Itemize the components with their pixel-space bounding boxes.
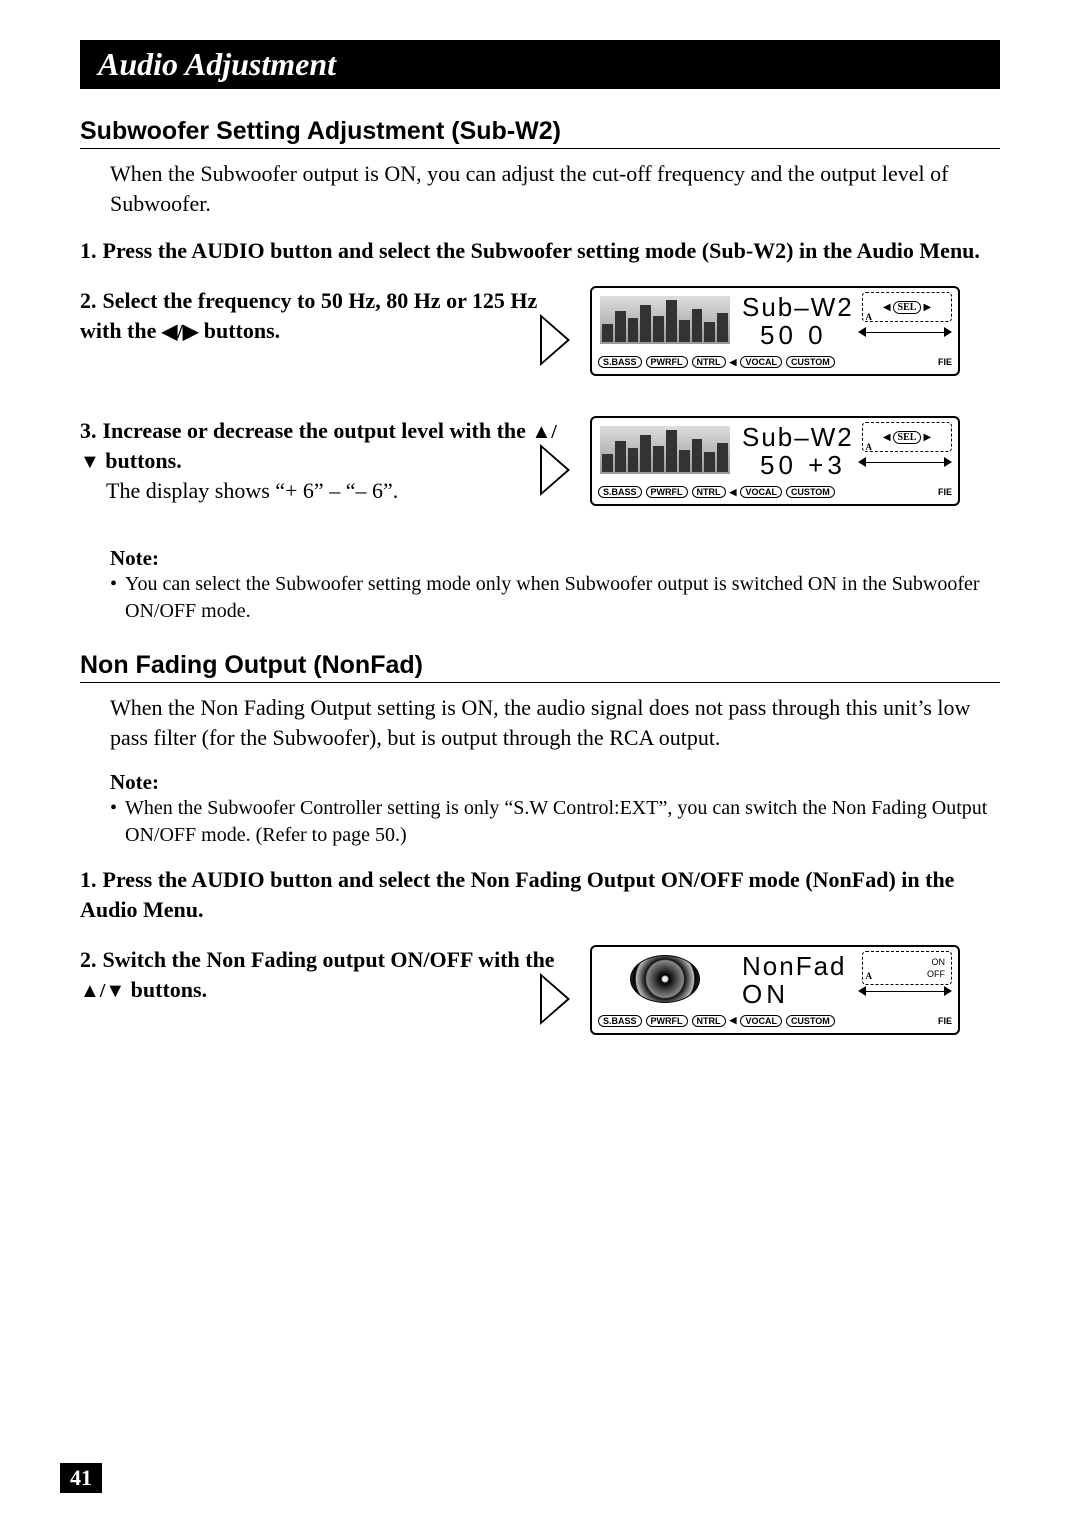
a-label: A xyxy=(866,312,873,322)
fie-label: FIE xyxy=(938,357,952,367)
section2-note-text: When the Subwoofer Controller setting is… xyxy=(125,795,1000,849)
section1-intro: When the Subwoofer output is ON, you can… xyxy=(110,159,1000,218)
section1-note-text: You can select the Subwoofer setting mod… xyxy=(125,571,1000,625)
pointer-icon xyxy=(540,973,570,1025)
lcd-screen: Sub–W2 50 +3 ◀SEL▶ A S.BASS PWRFL NTRL ◀ xyxy=(590,416,960,506)
section-subwoofer: Subwoofer Setting Adjustment (Sub-W2) Wh… xyxy=(80,117,1000,625)
section2-intro: When the Non Fading Output setting is ON… xyxy=(110,693,1000,752)
s2-step1-text: Press the AUDIO button and select the No… xyxy=(80,867,954,922)
lcd-tag: VOCAL xyxy=(740,356,782,368)
s2-step2-num: 2. xyxy=(80,947,97,972)
s2-step1-num: 1. xyxy=(80,867,97,892)
lcd-tag: S.BASS xyxy=(598,1015,642,1027)
display-figure-3: NonFad ON ON OFF A S.BASS PWRFL NTRL ◀ xyxy=(580,945,1000,1055)
display-figure-1: Sub–W2 50 0 ◀SEL▶ A S.BASS PWRFL NTRL ◀ xyxy=(580,286,1000,396)
display-figure-2: Sub–W2 50 +3 ◀SEL▶ A S.BASS PWRFL NTRL ◀ xyxy=(580,416,1000,526)
a-label: A xyxy=(866,971,873,981)
on-label: ON xyxy=(932,957,946,967)
section2-title: Non Fading Output (NonFad) xyxy=(80,651,1000,683)
lcd-tag: NTRL xyxy=(692,1015,726,1027)
step3-text-b: buttons. xyxy=(100,448,182,473)
lcd-line2: 50 +3 xyxy=(760,450,846,481)
spectrum-icon xyxy=(600,296,730,344)
lcd-tag: NTRL xyxy=(692,356,726,368)
lcd-tag: PWRFL xyxy=(646,356,688,368)
lcd-tag: VOCAL xyxy=(740,1015,782,1027)
lcd-tag: NTRL xyxy=(692,486,726,498)
spectrum-icon xyxy=(600,426,730,474)
off-label: OFF xyxy=(927,969,945,979)
lcd-tag: CUSTOM xyxy=(786,486,835,498)
speaker-icon xyxy=(600,951,730,1007)
lcd-tag: PWRFL xyxy=(646,1015,688,1027)
s2-step2-text-b: buttons. xyxy=(125,977,207,1002)
lcd-tag: S.BASS xyxy=(598,486,642,498)
lcd-line1: Sub–W2 xyxy=(742,422,854,453)
step2-text-a: Select the frequency to 50 Hz, 80 Hz or … xyxy=(80,288,537,343)
step3-num: 3. xyxy=(80,418,97,443)
step2: 2.Select the frequency to 50 Hz, 80 Hz o… xyxy=(80,286,1000,396)
step2-num: 2. xyxy=(80,288,97,313)
lcd-tag: VOCAL xyxy=(740,486,782,498)
lcd-tag: S.BASS xyxy=(598,356,642,368)
lcd-bottom-row: S.BASS PWRFL NTRL ◀ VOCAL CUSTOM FIE xyxy=(598,482,952,502)
bullet-icon: • xyxy=(110,795,117,849)
lcd-bottom-row: S.BASS PWRFL NTRL ◀ VOCAL CUSTOM FIE xyxy=(598,352,952,372)
step2-text-b: buttons. xyxy=(198,318,280,343)
section1-title: Subwoofer Setting Adjustment (Sub-W2) xyxy=(80,117,1000,149)
lcd-line1: Sub–W2 xyxy=(742,292,854,323)
lcd-tag: CUSTOM xyxy=(786,1015,835,1027)
left-right-arrows-icon: ◀/▶ xyxy=(162,321,198,343)
lcd-line2: 50 0 xyxy=(760,320,827,351)
page-number: 41 xyxy=(60,1463,102,1493)
step3: 3.Increase or decrease the output level … xyxy=(80,416,1000,526)
s2-step2: 2.Switch the Non Fading output ON/OFF wi… xyxy=(80,945,1000,1055)
section-nonfad: Non Fading Output (NonFad) When the Non … xyxy=(80,651,1000,1055)
s2-step2-text-a: Switch the Non Fading output ON/OFF with… xyxy=(103,947,555,972)
section2-note-label: Note: xyxy=(110,770,1000,795)
up-down-arrows-icon: ▲/▼ xyxy=(80,980,125,1002)
page-header: Audio Adjustment xyxy=(80,40,1000,89)
level-line-icon xyxy=(860,462,950,472)
lcd-screen: Sub–W2 50 0 ◀SEL▶ A S.BASS PWRFL NTRL ◀ xyxy=(590,286,960,376)
step1-num: 1. xyxy=(80,238,97,263)
header-title: Audio Adjustment xyxy=(98,46,336,82)
level-line-icon xyxy=(860,991,950,1001)
fie-label: FIE xyxy=(938,1016,952,1026)
level-line-icon xyxy=(860,332,950,342)
pointer-icon xyxy=(540,444,570,496)
lcd-tag: CUSTOM xyxy=(786,356,835,368)
pointer-icon xyxy=(540,314,570,366)
step3-text-a: Increase or decrease the output level wi… xyxy=(103,418,532,443)
section1-note-label: Note: xyxy=(110,546,1000,571)
lcd-bottom-row: S.BASS PWRFL NTRL ◀ VOCAL CUSTOM FIE xyxy=(598,1011,952,1031)
sel-indicator: ◀SEL▶ xyxy=(862,422,952,452)
step1-text: Press the AUDIO button and select the Su… xyxy=(103,238,980,263)
step1: 1.Press the AUDIO button and select the … xyxy=(80,236,1000,266)
lcd-line2: ON xyxy=(742,979,789,1010)
bullet-icon: • xyxy=(110,571,117,625)
section1-note: • You can select the Subwoofer setting m… xyxy=(110,571,1000,625)
lcd-tag: PWRFL xyxy=(646,486,688,498)
s2-step1: 1.Press the AUDIO button and select the … xyxy=(80,865,1000,924)
a-label: A xyxy=(866,442,873,452)
section2-note: • When the Subwoofer Controller setting … xyxy=(110,795,1000,849)
sel-indicator: ◀SEL▶ xyxy=(862,292,952,322)
fie-label: FIE xyxy=(938,487,952,497)
onoff-indicator: ON OFF xyxy=(862,951,952,985)
lcd-screen: NonFad ON ON OFF A S.BASS PWRFL NTRL ◀ xyxy=(590,945,960,1035)
lcd-line1: NonFad xyxy=(742,951,847,982)
step3-sub: The display shows “+ 6” – “– 6”. xyxy=(106,476,568,506)
